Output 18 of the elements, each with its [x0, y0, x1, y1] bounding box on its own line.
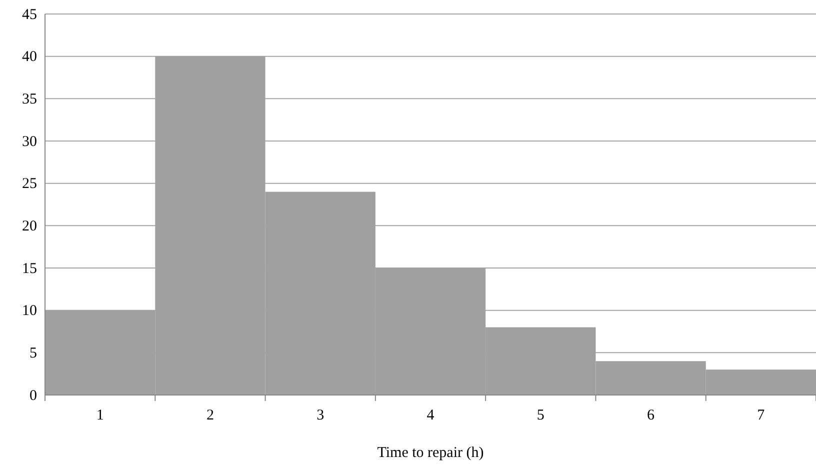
x-tick-label: 2 [206, 408, 214, 424]
y-tick-label: 45 [22, 6, 37, 23]
x-tick-label: 7 [757, 408, 766, 424]
x-tick-label: 4 [426, 408, 435, 424]
x-axis-title: Time to repair (h) [377, 445, 484, 461]
y-tick-label: 20 [22, 218, 37, 234]
y-tick-label: 35 [22, 91, 37, 108]
y-tick-label: 0 [30, 388, 37, 404]
x-tick-label: 3 [316, 408, 324, 424]
x-tick-label: 1 [96, 408, 104, 424]
y-tick-label: 40 [22, 49, 37, 66]
y-tick-label: 30 [22, 134, 37, 150]
x-tick-label: 5 [536, 408, 544, 424]
y-tick-label: 5 [30, 345, 37, 362]
y-tick-label: 15 [22, 260, 37, 277]
y-tick-label: 10 [22, 303, 37, 320]
x-tick-label: 6 [647, 408, 656, 424]
y-tick-label: 25 [22, 176, 37, 192]
